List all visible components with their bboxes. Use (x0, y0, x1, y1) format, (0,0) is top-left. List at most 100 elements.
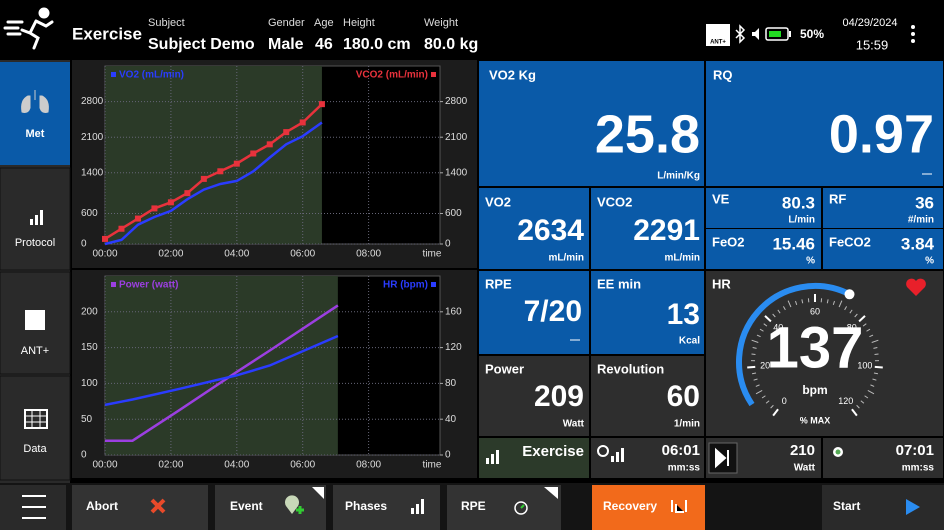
legend-label: HR (bpm) (383, 280, 428, 291)
tile-value: 209 (534, 380, 584, 413)
x-tick-label: 04:00 (224, 460, 249, 471)
sidebar-label: Protocol (15, 237, 55, 249)
series-marker (233, 160, 240, 167)
y2-tick-label: 120 (445, 342, 462, 353)
battery-level: 50% (800, 27, 824, 41)
series-marker (200, 175, 207, 182)
elapsed-region (105, 276, 338, 455)
legend-swatch (431, 282, 436, 287)
tile-label: Power (485, 361, 524, 376)
tile-label: VO2 (485, 194, 511, 209)
x-tick-label: 08:00 (356, 249, 381, 260)
tile-unit: — (922, 169, 932, 180)
tile: VO2 Kg 25.8 L/min/Kg (479, 61, 704, 186)
more-menu[interactable] (911, 25, 915, 43)
series-marker (266, 141, 273, 148)
series-marker (102, 235, 108, 242)
gauge-minor-tick (753, 378, 758, 381)
series-marker (250, 150, 257, 157)
series-marker (118, 225, 125, 232)
rpe-button[interactable]: RPE (447, 485, 561, 530)
menu-button[interactable] (0, 485, 66, 530)
gauge-minor-tick (763, 323, 768, 327)
y2-tick-label: 600 (445, 208, 462, 219)
gauge-minor-tick (838, 300, 843, 308)
sidebar-item[interactable]: Protocol (0, 167, 71, 271)
field-label: Subject (148, 17, 185, 29)
tile-value: 0.97 (829, 104, 934, 164)
gauge-tick-label: 20 (760, 360, 770, 370)
y2-tick-label: 2800 (445, 96, 468, 107)
gauge-minor-tick (864, 395, 869, 399)
tile-value: 210 (790, 442, 815, 459)
button-label: RPE (461, 499, 486, 513)
sidebar-item[interactable]: Met (0, 62, 70, 165)
gauge-minor-tick (801, 299, 804, 304)
y-tick-label: 1400 (81, 167, 104, 178)
legend-swatch (111, 72, 116, 77)
y-tick-label: 2100 (81, 132, 104, 143)
sidebar-label: Data (23, 443, 47, 455)
y-tick-label: 0 (81, 450, 87, 461)
gauge-minor-tick (756, 334, 761, 338)
start-button[interactable]: Start (822, 485, 944, 530)
tile-value: 25.8 (595, 104, 700, 164)
gauge-minor-tick (860, 400, 865, 404)
tile-value: 2291 (633, 214, 700, 247)
gauge-tick-label: 60 (810, 306, 820, 316)
sidebar-item[interactable]: ANT+ (0, 271, 71, 375)
tile: RPE 7/20 — (479, 271, 589, 354)
tile: FeO2 15.46 % (706, 229, 821, 269)
tile-unit: mL/min (664, 253, 700, 264)
gauge-minor-tick (770, 404, 774, 409)
series-line (105, 304, 339, 442)
tile: RF 36 #/min (823, 188, 943, 228)
field-value: 80.0 kg (424, 36, 478, 53)
x-tick-label: 04:00 (224, 249, 249, 260)
gauge-minor-tick (765, 400, 770, 404)
tile-value: 60 (667, 380, 700, 413)
sidebar-item[interactable]: Data (0, 375, 71, 481)
sidebar-label: Met (26, 128, 45, 140)
legend-label: VCO2 (mL/min) (356, 70, 428, 81)
tile-unit: mm:ss (902, 463, 935, 474)
header-bar (0, 0, 944, 59)
gauge-tick-label: 80 (847, 322, 857, 332)
x-tick-label: 06:00 (290, 460, 315, 471)
abort-button[interactable]: Abort (72, 485, 208, 530)
sidebar-label: ANT+ (21, 345, 49, 357)
event-button[interactable]: Event (215, 485, 326, 530)
x-tick-label: 06:00 (290, 249, 315, 260)
legend-swatch (431, 72, 436, 77)
gauge-minor-tick (867, 390, 875, 395)
tile-value: 13 (667, 298, 700, 331)
tile-unit: mL/min (548, 253, 584, 264)
button-label: Phases (345, 499, 387, 513)
y-tick-label: 200 (81, 306, 98, 317)
y-tick-label: 150 (81, 342, 98, 353)
gauge-minor-tick (869, 334, 874, 338)
y2-tick-label: 1400 (445, 167, 468, 178)
phases-button[interactable]: Phases (333, 485, 440, 530)
series-marker (299, 119, 306, 126)
tile-unit: L/min/Kg (657, 171, 700, 182)
x-tick-label: 00:00 (92, 249, 117, 260)
gauge-minor-tick (849, 309, 853, 314)
tile: RQ 0.97 — (706, 61, 943, 186)
tile-label: RF (829, 191, 846, 206)
tile: VCO2 2291 mL/min (591, 188, 704, 269)
legend-swatch (111, 282, 116, 287)
tile-value: 15.46 (772, 234, 815, 253)
tile-unit: Watt (563, 419, 585, 430)
y-tick-label: 600 (81, 208, 98, 219)
charts: 00:00 02:00 04:00 06:00 08:00 time06001400210… (81, 65, 468, 471)
app-logo (3, 7, 54, 50)
tile-label: HR (712, 276, 731, 291)
tile-unit: mm:ss (668, 463, 701, 474)
button-label: Recovery (603, 499, 657, 513)
tile-unit: Kcal (679, 336, 700, 347)
series-marker (134, 215, 141, 222)
recovery-button[interactable]: Recovery (592, 485, 705, 530)
y2-tick-label: 2100 (445, 132, 468, 143)
